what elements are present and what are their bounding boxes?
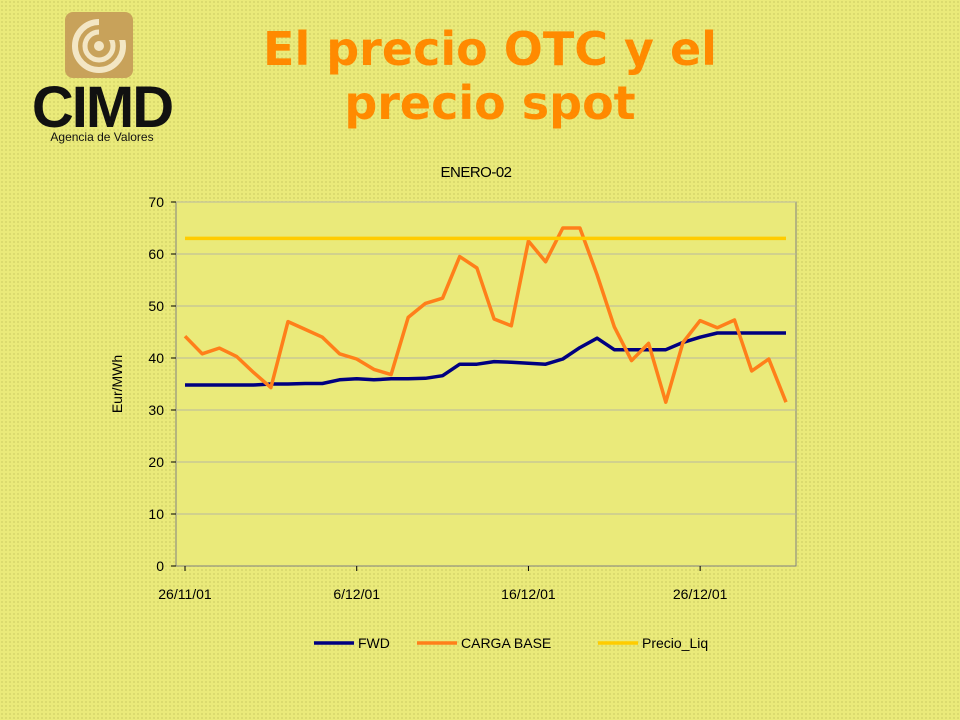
x-tick-label: 26/12/01: [673, 586, 728, 602]
y-tick-label: 30: [148, 402, 164, 418]
y-tick-label: 70: [148, 194, 164, 210]
y-tick-label: 10: [148, 506, 164, 522]
chart-title: ENERO-02: [440, 164, 511, 181]
legend-label: CARGA BASE: [461, 635, 551, 651]
y-tick-label: 60: [148, 246, 164, 262]
x-tick-label: 16/12/01: [501, 586, 556, 602]
legend-label: Precio_Liq: [642, 635, 708, 651]
legend-label: FWD: [358, 635, 390, 651]
y-tick-label: 20: [148, 454, 164, 470]
logo-subtitle: Agencia de Valores: [50, 130, 154, 144]
y-tick-label: 0: [156, 558, 164, 574]
x-tick-label: 26/11/01: [158, 586, 212, 602]
x-tick-label: 6/12/01: [333, 586, 380, 602]
y-tick-label: 50: [148, 298, 164, 314]
spiral-logo-icon: [65, 12, 133, 78]
y-axis-label: Eur/MWh: [109, 355, 125, 413]
series-line-carga-base: [183, 226, 788, 404]
slide-title: El precio OTC y el precio spot: [263, 22, 717, 130]
y-tick-label: 40: [148, 350, 164, 366]
cimd-logo: CIMD Agencia de Valores: [22, 10, 182, 150]
logo-name: CIMD: [31, 75, 174, 140]
